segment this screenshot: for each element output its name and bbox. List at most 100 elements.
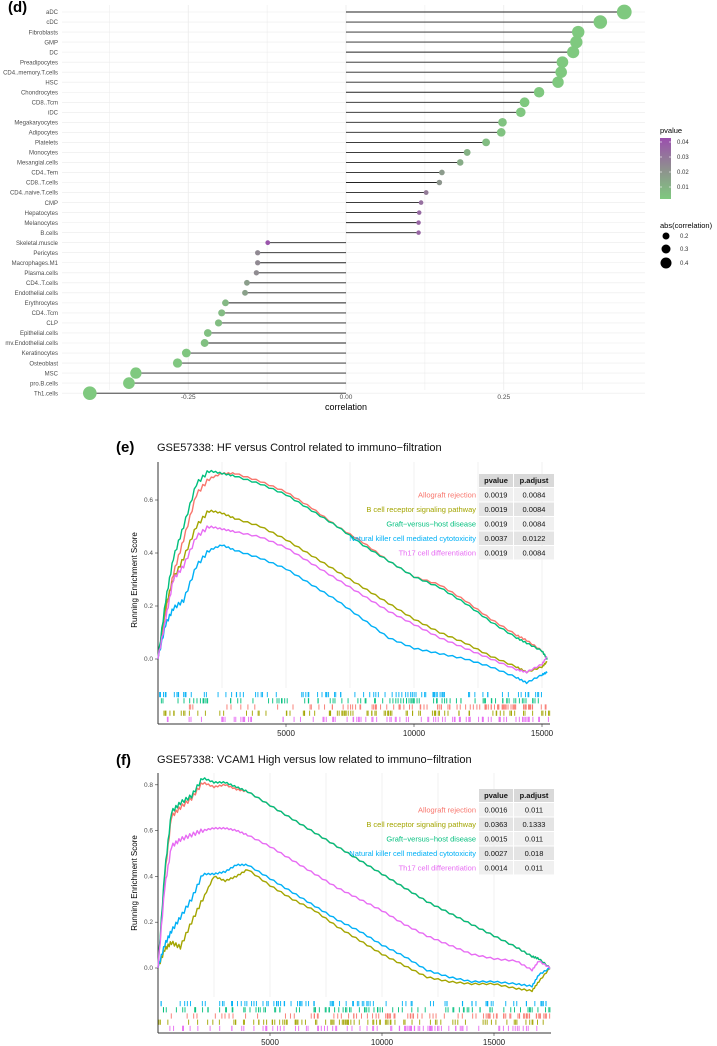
row-label: cDC (46, 20, 58, 26)
padjust-cell: 0.0084 (523, 505, 546, 514)
y-tick-label: 0.8 (144, 782, 153, 789)
panel-e-title: GSE57338: HF versus Control related to i… (157, 442, 442, 454)
lollipop-dot (416, 220, 421, 225)
pvalue-cell: 0.0037 (485, 534, 508, 543)
row-label: mv.Endothelial.cells (5, 341, 58, 347)
row-label: Monocytes (29, 151, 58, 157)
row-label: Osteoblast (29, 361, 58, 367)
row-label: Endothelial.cells (15, 291, 58, 297)
x-tick-label: 10000 (371, 1038, 394, 1046)
y-tick-label: 0.6 (144, 497, 153, 504)
pvalue-colorbar-ticks: 0.04 0.03 0.02 0.01 (660, 140, 689, 191)
table-header-padjust: p.adjust (520, 476, 549, 485)
lollipop-dot (222, 299, 229, 307)
pvalue-cell: 0.0019 (485, 505, 508, 514)
lollipop-row: Monocytes (29, 148, 471, 157)
lollipop-row: Preadipocytes (20, 56, 569, 68)
size-legend-title: abs(correlation) (660, 221, 713, 230)
y-tick-label: 0.0 (144, 656, 153, 663)
table-header-pvalue: pvalue (484, 791, 508, 800)
row-label: CD4..Tem (31, 171, 58, 177)
row-label: Megakaryocytes (14, 121, 58, 127)
lollipop-dot (265, 240, 271, 246)
lollipop-row: iDC (48, 107, 526, 118)
enrichment-line (157, 777, 551, 969)
lollipop-dot (203, 329, 212, 337)
y-tick-label: 0.0 (144, 965, 153, 972)
lollipop-row: Megakaryocytes (14, 117, 507, 127)
padjust-cell: 0.0084 (523, 520, 546, 529)
lollipop-row: CD4..T.cells (26, 279, 346, 287)
lollipop-dot (436, 179, 443, 186)
row-label: Fibroblasts (29, 30, 58, 36)
x-tick-label: 10000 (403, 729, 426, 738)
panel-e-label: (e) (116, 439, 134, 456)
lollipop-row: Th1.cells (34, 386, 346, 400)
gene-set-label: Allograft rejection (418, 806, 476, 815)
lollipop-row: mv.Endothelial.cells (5, 339, 346, 347)
lollipop-dot (519, 97, 530, 108)
lollipop-row: aDC (46, 4, 632, 20)
lollipop-row: B.cells (40, 230, 421, 237)
enrichment-line (157, 472, 548, 660)
padjust-cell: 0.1333 (523, 820, 546, 829)
lollipop-row: CD8..T.cells (26, 179, 443, 187)
lollipop-row: GMP (44, 35, 583, 49)
row-label: CD8..T.cells (26, 181, 58, 187)
padjust-cell: 0.0122 (523, 534, 546, 543)
row-label: CD4..naive.T.cells (10, 191, 58, 197)
pvalue-cell: 0.0027 (485, 849, 508, 858)
gene-set-label: Th17 cell differentiation (399, 549, 476, 558)
lollipop-row: Macrophages.M1 (12, 260, 346, 267)
lollipop-row: CLP (46, 319, 346, 327)
lollipop-dot (616, 4, 632, 20)
lollipop-dot (242, 289, 248, 296)
row-label: Chondrocytes (21, 90, 58, 96)
table-row: Th17 cell differentiation 0.0019 0.0084 (399, 546, 554, 560)
row-label: Epithelial.cells (20, 331, 58, 337)
lollipop-dot (556, 56, 569, 68)
gene-set-label: Graft−versus−host disease (386, 835, 476, 844)
gene-set-label: Natural killer cell mediated cytotoxicit… (349, 534, 476, 543)
lollipop-dot (181, 348, 191, 358)
lollipop-dot (439, 169, 445, 176)
table-row: Th17 cell differentiation 0.0014 0.011 (399, 861, 554, 875)
pvalue-legend-title: pvalue (660, 126, 682, 135)
lollipop-dot (123, 377, 135, 389)
pvalue-cell: 0.0015 (485, 835, 508, 844)
size-legend-dot (662, 232, 670, 240)
gene-set-label: B cell receptor signaling pathway (366, 820, 476, 829)
lollipop-row: cDC (46, 15, 608, 29)
lollipop-dot (130, 367, 142, 379)
row-label: Macrophages.M1 (12, 261, 59, 267)
row-label: iDC (48, 111, 59, 117)
row-label: CD8..Tcm (32, 100, 58, 106)
row-label: Pericytes (33, 251, 58, 257)
lollipop-dot (570, 35, 583, 49)
x-tick-label: -0.25 (181, 394, 196, 401)
row-label: pro.B.cells (30, 381, 58, 387)
padjust-cell: 0.0084 (523, 549, 546, 558)
lollipop-row: Mesangial.cells (17, 159, 464, 167)
size-legend-dot (661, 244, 671, 254)
lollipop-dot (418, 200, 424, 205)
gene-set-label: Th17 cell differentiation (399, 864, 476, 873)
enrichment-line (157, 544, 548, 685)
enrichment-line (157, 469, 548, 660)
panel-d-rows: aDC cDC Fibroblasts GMP DC Preadipocytes CD4..… (3, 4, 632, 400)
table-row: Allograft rejection 0.0016 0.011 (418, 803, 554, 817)
row-label: CD4..memory.T.cells (3, 70, 58, 76)
table-header-padjust: p.adjust (520, 791, 549, 800)
row-label: Preadipocytes (20, 60, 58, 66)
panel-f-y-axis-title: Running Enrichment Score (130, 835, 139, 931)
padjust-cell: 0.0084 (523, 491, 546, 500)
pvalue-cell: 0.0019 (485, 549, 508, 558)
lollipop-dot (423, 190, 429, 195)
table-row: B cell receptor signaling pathway 0.0363 0… (366, 817, 554, 831)
lollipop-row: Plasma.cells (24, 270, 346, 277)
lollipop-row: CD4..Tcm (32, 309, 346, 317)
panel-f-gsea-plot: (f) GSE57338: VCAM1 High versus low rela… (116, 752, 554, 1046)
pvalue-cell: 0.0014 (485, 864, 508, 873)
table-row: Allograft rejection 0.0019 0.0084 (418, 488, 554, 502)
